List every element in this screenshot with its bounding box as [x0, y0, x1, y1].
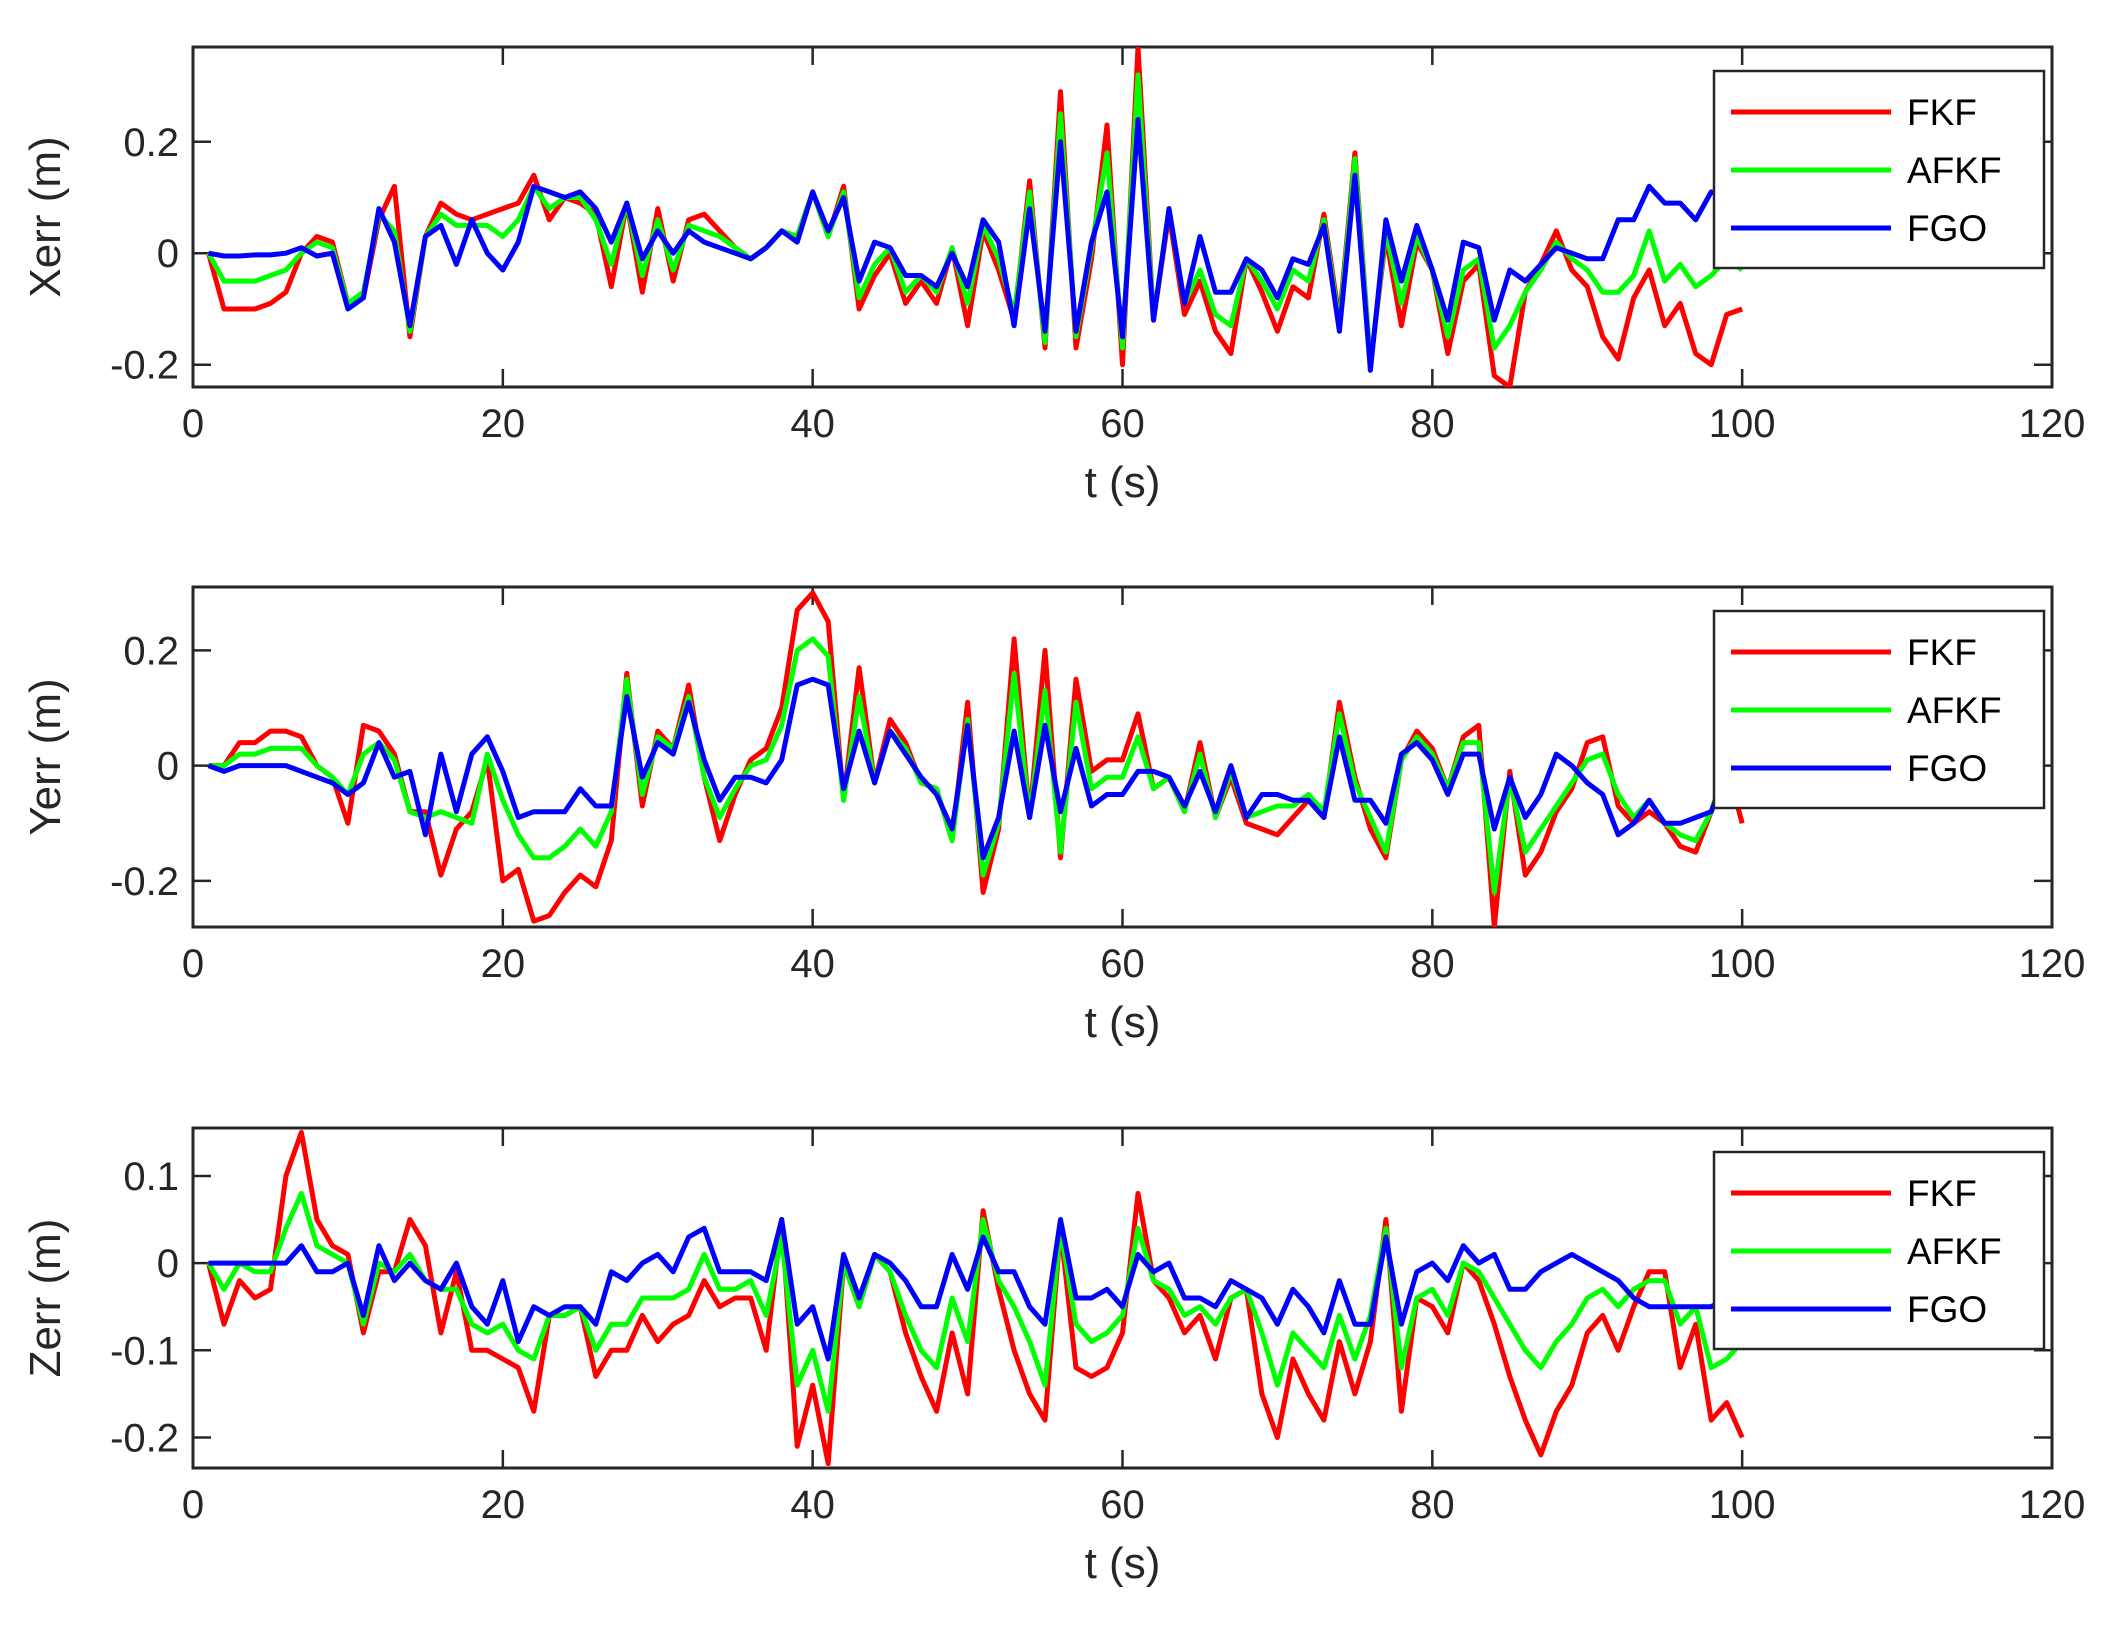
x-tick-label: 60	[1100, 402, 1145, 446]
x-axis-label: t (s)	[1085, 998, 1161, 1047]
series-line-afkf	[206, 72, 1744, 368]
legend-label-fgo: FGO	[1907, 1289, 1987, 1330]
x-tick-label: 20	[481, 1483, 526, 1527]
panel-2: 0 20 40 60 80 100 120-0.200.2t (s)Yerr (m)FKFA…	[21, 585, 2086, 1047]
y-tick-label: 0.2	[123, 121, 179, 165]
y-tick-label: 0.2	[123, 629, 179, 673]
legend: FKF AFKF FGO	[1712, 609, 2046, 810]
legend-label-afkf: AFKF	[1907, 1231, 2002, 1272]
legend-label-fgo: FGO	[1907, 208, 1987, 249]
legend: FKF AFKF FGO	[1712, 1150, 2046, 1351]
legend-label-afkf: AFKF	[1907, 690, 2002, 731]
x-tick-label: 20	[481, 942, 526, 986]
x-axis-label: t (s)	[1085, 458, 1161, 507]
x-tick-label: 100	[1709, 1483, 1776, 1527]
series-line-afkf	[206, 1190, 1745, 1414]
x-tick-label: 100	[1709, 942, 1776, 986]
x-tick-label: 40	[790, 1483, 835, 1527]
y-tick-label: -0.1	[110, 1329, 179, 1373]
x-tick-label: 120	[2019, 402, 2086, 446]
series-group	[206, 1129, 1745, 1467]
legend-label-fgo: FGO	[1907, 748, 1987, 789]
x-tick-label: 80	[1410, 942, 1455, 986]
series-line-fgo	[208, 117, 1745, 373]
y-axis-label: Yerr (m)	[21, 678, 70, 835]
x-tick-label: 120	[2019, 1483, 2086, 1527]
series-line-fgo	[207, 676, 1744, 861]
x-tick-label: 60	[1100, 942, 1145, 986]
series-group	[206, 47, 1745, 387]
y-axis-label: Xerr (m)	[21, 136, 70, 297]
series-group	[207, 590, 1745, 927]
panel-1: 0 20 40 60 80 100 120-0.200.2t (s)Xerr (m)FKFA…	[21, 45, 2086, 507]
y-tick-label: -0.2	[110, 1416, 179, 1460]
y-tick-label: 0	[157, 1242, 179, 1286]
y-tick-label: 0.1	[123, 1155, 179, 1199]
x-axis-label: t (s)	[1085, 1539, 1161, 1588]
legend-label-fkf: FKF	[1907, 1173, 1977, 1214]
y-tick-label: 0	[157, 745, 179, 789]
series-line-fkf	[206, 47, 1744, 387]
x-tick-label: 60	[1100, 1483, 1145, 1527]
y-axis-label: Zerr (m)	[21, 1219, 70, 1378]
x-tick-label: 80	[1410, 402, 1455, 446]
x-tick-label: 40	[790, 402, 835, 446]
x-tick-label: 0	[182, 1483, 204, 1527]
y-tick-label: -0.2	[110, 344, 179, 388]
y-tick-label: -0.2	[110, 860, 179, 904]
x-tick-label: 0	[182, 942, 204, 986]
legend-label-fkf: FKF	[1907, 632, 1977, 673]
x-tick-label: 80	[1410, 1483, 1455, 1527]
x-tick-label: 120	[2019, 942, 2086, 986]
series-line-fgo	[208, 1217, 1745, 1362]
legend-label-fkf: FKF	[1907, 92, 1977, 133]
x-tick-label: 0	[182, 402, 204, 446]
x-tick-label: 100	[1709, 402, 1776, 446]
x-tick-label: 40	[790, 942, 835, 986]
x-tick-label: 20	[481, 402, 526, 446]
panel-3: 0 20 40 60 80 100 120 -0.2 -0.1 0 0.1 t (s) Zerr (m)…	[21, 1126, 2086, 1588]
legend-label-afkf: AFKF	[1907, 150, 2002, 191]
legend: FKF AFKF FGO	[1712, 69, 2046, 270]
y-tick-label: 0	[157, 232, 179, 276]
